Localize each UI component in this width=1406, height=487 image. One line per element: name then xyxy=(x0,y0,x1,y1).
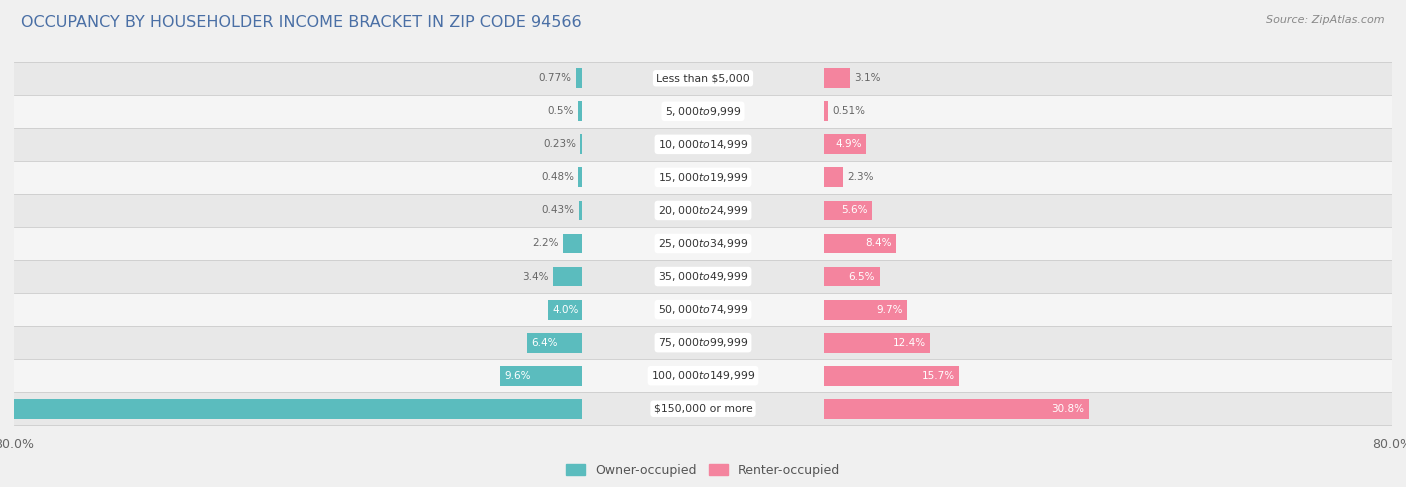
Bar xyxy=(824,101,828,121)
Text: 15.7%: 15.7% xyxy=(921,371,955,381)
Text: 0.23%: 0.23% xyxy=(543,139,576,150)
Bar xyxy=(824,68,851,88)
Bar xyxy=(824,366,959,386)
Text: $10,000 to $14,999: $10,000 to $14,999 xyxy=(658,138,748,151)
Text: $25,000 to $34,999: $25,000 to $34,999 xyxy=(658,237,748,250)
Text: $20,000 to $24,999: $20,000 to $24,999 xyxy=(658,204,748,217)
Text: 12.4%: 12.4% xyxy=(893,337,927,348)
Bar xyxy=(499,366,582,386)
Bar xyxy=(824,333,931,353)
Text: $5,000 to $9,999: $5,000 to $9,999 xyxy=(665,105,741,118)
Text: 4.0%: 4.0% xyxy=(553,304,579,315)
Text: $15,000 to $19,999: $15,000 to $19,999 xyxy=(658,171,748,184)
Text: 0.43%: 0.43% xyxy=(541,206,575,215)
Bar xyxy=(14,128,1392,161)
Bar xyxy=(14,260,1392,293)
Bar xyxy=(14,293,1392,326)
Bar xyxy=(14,227,1392,260)
Text: 9.7%: 9.7% xyxy=(876,304,903,315)
Bar xyxy=(14,95,1392,128)
Text: Less than $5,000: Less than $5,000 xyxy=(657,73,749,83)
Text: 30.8%: 30.8% xyxy=(1052,404,1084,414)
Bar xyxy=(14,326,1392,359)
Text: $50,000 to $74,999: $50,000 to $74,999 xyxy=(658,303,748,316)
Text: 2.2%: 2.2% xyxy=(533,239,560,248)
Text: 6.5%: 6.5% xyxy=(849,272,875,281)
Bar xyxy=(824,134,866,154)
Text: 6.4%: 6.4% xyxy=(531,337,558,348)
Text: 5.6%: 5.6% xyxy=(841,206,868,215)
Bar xyxy=(581,134,582,154)
Bar xyxy=(14,161,1392,194)
Bar xyxy=(14,392,1392,425)
Text: 0.51%: 0.51% xyxy=(832,106,865,116)
Text: 9.6%: 9.6% xyxy=(505,371,530,381)
Bar xyxy=(578,101,582,121)
Bar xyxy=(824,267,880,286)
Text: 3.1%: 3.1% xyxy=(855,73,882,83)
Bar xyxy=(14,62,1392,95)
Bar xyxy=(824,234,896,253)
Text: 8.4%: 8.4% xyxy=(865,239,891,248)
Text: 0.5%: 0.5% xyxy=(547,106,574,116)
Bar xyxy=(0,399,582,419)
Bar xyxy=(576,68,582,88)
Text: 3.4%: 3.4% xyxy=(523,272,548,281)
Text: 4.9%: 4.9% xyxy=(835,139,862,150)
Bar xyxy=(824,399,1088,419)
Text: $150,000 or more: $150,000 or more xyxy=(654,404,752,414)
Bar xyxy=(553,267,582,286)
Text: OCCUPANCY BY HOUSEHOLDER INCOME BRACKET IN ZIP CODE 94566: OCCUPANCY BY HOUSEHOLDER INCOME BRACKET … xyxy=(21,15,582,30)
Bar xyxy=(824,168,844,187)
Legend: Owner-occupied, Renter-occupied: Owner-occupied, Renter-occupied xyxy=(561,459,845,482)
Bar xyxy=(14,359,1392,392)
Bar xyxy=(14,194,1392,227)
Text: $35,000 to $49,999: $35,000 to $49,999 xyxy=(658,270,748,283)
Text: 0.48%: 0.48% xyxy=(541,172,574,183)
Bar xyxy=(824,201,872,220)
Text: $100,000 to $149,999: $100,000 to $149,999 xyxy=(651,369,755,382)
Bar xyxy=(548,300,582,319)
Text: 2.3%: 2.3% xyxy=(848,172,875,183)
Bar xyxy=(527,333,582,353)
Text: 0.77%: 0.77% xyxy=(538,73,571,83)
Bar xyxy=(564,234,582,253)
Bar xyxy=(824,300,907,319)
Bar xyxy=(579,201,582,220)
Bar xyxy=(578,168,582,187)
Text: $75,000 to $99,999: $75,000 to $99,999 xyxy=(658,336,748,349)
Text: Source: ZipAtlas.com: Source: ZipAtlas.com xyxy=(1267,15,1385,25)
